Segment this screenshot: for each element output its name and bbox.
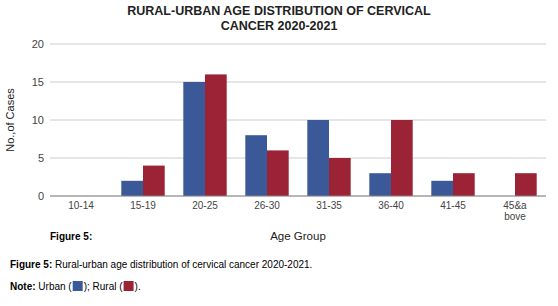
bar	[307, 120, 329, 196]
x-tick-label-line: 41-45	[440, 200, 466, 211]
x-tick-label: 26-30	[254, 200, 280, 211]
grid-line	[50, 82, 546, 83]
note-text: Urban (	[36, 281, 73, 292]
x-axis-label: Age Group	[270, 230, 326, 242]
caption-label: Figure 5:	[10, 259, 52, 270]
bar	[453, 173, 475, 196]
bar	[391, 120, 413, 196]
note-swatch	[124, 281, 134, 291]
grid-line	[50, 158, 546, 159]
bars	[121, 74, 536, 196]
bar	[143, 166, 165, 196]
y-tick-label: 0	[38, 190, 44, 202]
caption-text: Rural-urban age distribution of cervical…	[52, 259, 312, 270]
x-tick-label: 15-19	[130, 200, 156, 211]
bar	[431, 181, 453, 196]
x-tick-label-line: 10-14	[68, 200, 94, 211]
bar	[329, 158, 351, 196]
x-axis-line	[50, 196, 546, 197]
x-tick-label: 36-40	[378, 200, 404, 211]
x-tick-label: 20-25	[192, 200, 218, 211]
bar	[267, 150, 289, 196]
x-tick-label-line: 36-40	[378, 200, 404, 211]
grid-line	[50, 120, 546, 121]
chart: RURAL-URBAN AGE DISTRIBUTION OF CERVICAL…	[0, 0, 558, 306]
bar	[515, 173, 537, 196]
x-tick-label: 31-35	[316, 200, 342, 211]
note-label: Note:	[10, 281, 36, 292]
x-tick-label: 10-14	[68, 200, 94, 211]
y-tick-label: 5	[38, 152, 44, 164]
title-line: RURAL-URBAN AGE DISTRIBUTION OF CERVICAL	[127, 4, 431, 18]
x-tick-label: 45&above	[503, 200, 527, 222]
x-tick-label-line: 20-25	[192, 200, 218, 211]
title: RURAL-URBAN AGE DISTRIBUTION OF CERVICAL…	[127, 4, 431, 33]
grid	[50, 44, 546, 196]
bar	[121, 181, 143, 196]
x-tick-label-line: 31-35	[316, 200, 342, 211]
note-swatch	[73, 281, 83, 291]
note-text: ).	[135, 281, 141, 292]
y-axis-label: No.,of Cases	[4, 88, 16, 152]
x-tick-label-line: 15-19	[130, 200, 156, 211]
caption-label: Figure 5:	[50, 231, 92, 242]
bar	[205, 74, 227, 196]
bar	[183, 82, 205, 196]
page: {"chart_data": { "type": "bar", "title":…	[0, 0, 558, 306]
note-text: ); Rural (	[84, 281, 124, 292]
y-tick-label: 10	[32, 114, 44, 126]
grid-line	[50, 196, 546, 197]
y-tick-label: 20	[32, 38, 44, 50]
x-tick-label-line: 26-30	[254, 200, 280, 211]
x-tick-label-line: 45&a	[503, 200, 527, 211]
bar	[245, 135, 267, 196]
title-line: CANCER 2020-2021	[221, 19, 338, 33]
x-tick-label: 41-45	[440, 200, 466, 211]
bar	[369, 173, 391, 196]
y-tick-label: 15	[32, 76, 44, 88]
grid-line	[50, 44, 546, 45]
x-tick-label-line: bove	[504, 211, 526, 222]
